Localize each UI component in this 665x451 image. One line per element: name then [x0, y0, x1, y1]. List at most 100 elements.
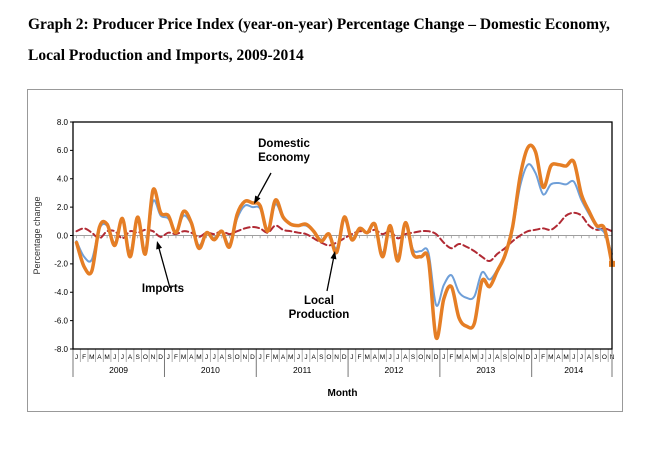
month-tick-label: F [449, 354, 453, 361]
y-axis-tick-label: 0.0 [57, 231, 69, 240]
month-tick-label: O [602, 354, 607, 361]
month-tick-label: O [143, 354, 148, 361]
month-tick-label: F [82, 354, 86, 361]
month-tick-label: J [304, 354, 307, 361]
month-tick-label: M [181, 354, 186, 361]
month-tick-label: M [456, 354, 461, 361]
month-tick-label: A [189, 354, 194, 361]
month-tick-label: A [97, 354, 102, 361]
month-tick-label: J [389, 354, 392, 361]
month-tick-label: D [434, 354, 439, 361]
month-tick-label: D [250, 354, 255, 361]
y-axis-tick-label: 8.0 [57, 118, 69, 127]
month-tick-label: F [358, 354, 362, 361]
month-tick-label: S [411, 354, 416, 361]
month-tick-label: M [380, 354, 385, 361]
month-tick-label: O [510, 354, 515, 361]
year-tick-label: 2012 [385, 365, 404, 375]
month-tick-label: N [426, 354, 431, 361]
arrow-imports-head [156, 241, 162, 250]
month-tick-label: F [541, 354, 545, 361]
month-tick-label: A [281, 354, 286, 361]
y-axis-tick-label: 2.0 [57, 203, 69, 212]
x-axis-title: Month [328, 388, 358, 399]
month-tick-label: A [220, 354, 225, 361]
month-tick-label: S [136, 354, 141, 361]
year-tick-label: 2014 [564, 365, 583, 375]
month-tick-label: D [525, 354, 530, 361]
month-tick-label: M [548, 354, 553, 361]
month-tick-label: A [403, 354, 408, 361]
month-tick-label: J [396, 354, 399, 361]
month-tick-label: J [213, 354, 216, 361]
month-tick-label: S [503, 354, 508, 361]
year-tick-label: 2013 [476, 365, 495, 375]
month-tick-label: S [595, 354, 600, 361]
month-tick-label: D [342, 354, 347, 361]
y-axis-title: Percentage change [32, 196, 42, 274]
month-tick-label: M [104, 354, 109, 361]
month-tick-label: S [227, 354, 232, 361]
y-axis-tick-label: -8.0 [54, 345, 68, 354]
month-tick-label: M [89, 354, 94, 361]
y-axis-tick-label: -2.0 [54, 260, 68, 269]
year-tick-label: 2011 [293, 365, 312, 375]
month-tick-label: J [121, 354, 124, 361]
month-tick-label: S [319, 354, 324, 361]
plot-border [72, 121, 613, 350]
annotation-local-production: Local Production [288, 295, 350, 321]
month-tick-label: J [205, 354, 208, 361]
month-tick-label: A [464, 354, 469, 361]
chart-title-line1: Graph 2: Producer Price Index (year-on-y… [28, 16, 610, 33]
month-tick-label: A [556, 354, 561, 361]
y-axis-tick-label: 4.0 [57, 175, 69, 184]
arrow-domestic-economy-head [254, 195, 261, 204]
month-tick-label: J [488, 354, 491, 361]
annotation-domestic-economy: Domestic Economy [258, 138, 310, 164]
month-tick-label: J [258, 354, 261, 361]
month-tick-label: A [128, 354, 133, 361]
month-tick-label: O [326, 354, 331, 361]
arrow-local-production [326, 256, 335, 292]
y-axis-tick-label: 6.0 [57, 146, 69, 155]
arrow-local-production-head [330, 251, 337, 260]
arrow-imports [157, 246, 171, 289]
month-tick-label: J [75, 354, 78, 361]
month-tick-label: J [113, 354, 116, 361]
chart-canvas: 8.06.04.02.00.0-2.0-4.0-6.0-8.0J F M A M J J A S… [32, 118, 615, 399]
month-tick-label: J [297, 354, 300, 361]
chart-area: 8.0 6.0 4.0 2.0 0.0 -2.0 -4.0 -6.0 -8.0 J F M A M J J A S… [27, 89, 623, 412]
month-tick-label: A [311, 354, 316, 361]
month-tick-label: O [235, 354, 240, 361]
month-tick-label: J [350, 354, 353, 361]
month-tick-label: O [418, 354, 423, 361]
month-tick-label: F [174, 354, 178, 361]
year-tick-label: 2009 [109, 365, 128, 375]
month-tick-label: M [364, 354, 369, 361]
annotation-imports: Imports [141, 283, 185, 295]
month-tick-label: J [480, 354, 483, 361]
month-tick-label: J [167, 354, 170, 361]
series-line-imports [75, 211, 613, 263]
month-tick-label: J [572, 354, 575, 361]
month-tick-label: J [442, 354, 445, 361]
month-tick-label: N [334, 354, 339, 361]
y-axis-tick-label: -6.0 [54, 316, 68, 325]
month-tick-label: A [495, 354, 500, 361]
month-tick-label: N [242, 354, 247, 361]
month-tick-label: A [587, 354, 592, 361]
chart-title: Graph 2: Producer Price Index (year-on-y… [28, 9, 653, 71]
chart-title-line2: Local Production and Imports, 2009-2014 [28, 47, 304, 64]
month-tick-label: M [196, 354, 201, 361]
arrow-domestic-economy [256, 172, 272, 200]
y-axis-tick-label: -4.0 [54, 288, 68, 297]
month-tick-label: J [534, 354, 537, 361]
month-tick-label: A [373, 354, 378, 361]
month-tick-label: N [151, 354, 156, 361]
month-tick-label: J [580, 354, 583, 361]
month-tick-label: M [472, 354, 477, 361]
year-tick-label: 2010 [201, 365, 220, 375]
month-tick-label: M [288, 354, 293, 361]
month-tick-label: N [518, 354, 523, 361]
